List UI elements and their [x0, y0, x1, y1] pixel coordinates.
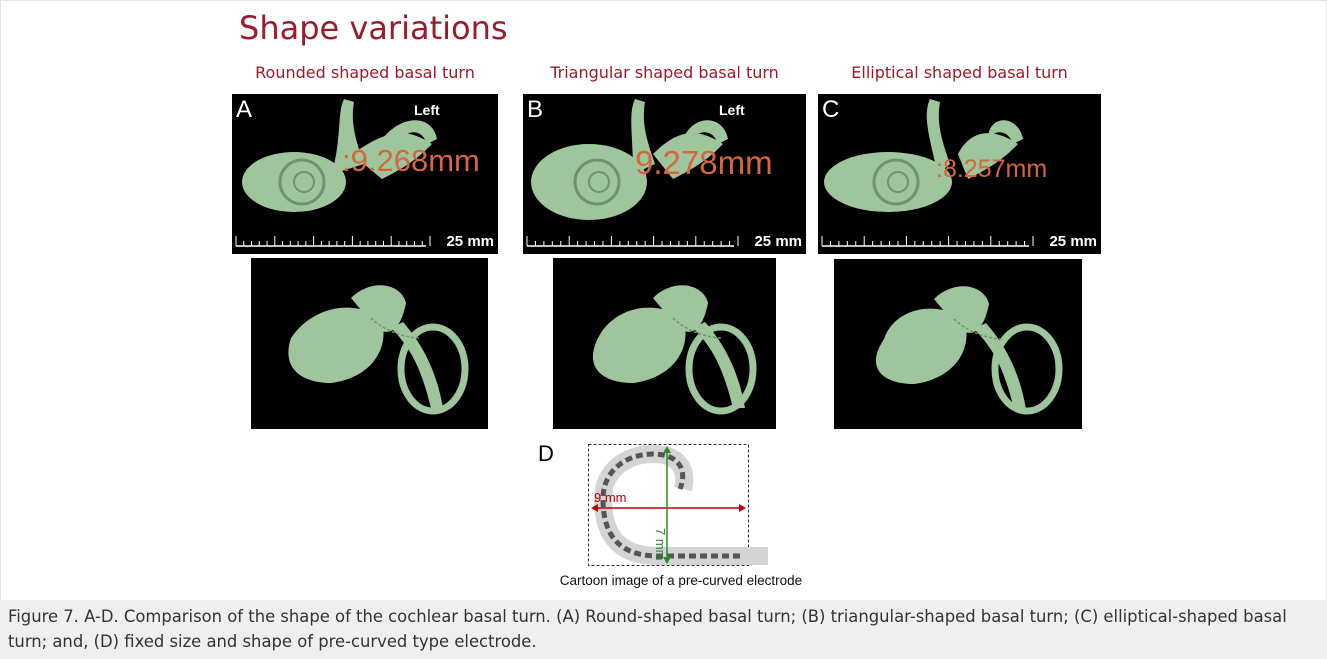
figure-caption: Figure 7. A-D. Comparison of the shape o… — [8, 604, 1318, 654]
caption-box: Figure 7. A-D. Comparison of the shape o… — [0, 600, 1327, 659]
measurement: :8.257mm — [936, 155, 1047, 184]
panel-label: A — [236, 96, 252, 124]
measurement: 9.278mm — [635, 144, 773, 182]
scale-label: 25 mm — [1049, 233, 1097, 250]
panel-heading: Rounded shaped basal turn — [215, 63, 515, 82]
illustration — [588, 444, 778, 568]
electrode-cartoon: 9 mm 7 mm — [588, 444, 778, 568]
panel-label: D — [538, 441, 554, 467]
height-label: 7 mm — [653, 528, 668, 561]
side-label: Left — [414, 102, 440, 118]
side-label: Left — [719, 102, 745, 118]
illustration — [553, 258, 776, 429]
illustration — [834, 259, 1082, 429]
panel-image: C :8.257mm 25 mm — [818, 94, 1101, 254]
panel-image-bottom — [251, 258, 488, 429]
figure: Shape variations Rounded shaped basal tu… — [0, 0, 1327, 601]
panel-heading: Elliptical shaped basal turn — [810, 63, 1110, 82]
cartoon-caption: Cartoon image of a pre-curved electrode — [481, 573, 881, 588]
figure-title: Shape variations — [239, 9, 508, 47]
illustration — [251, 258, 488, 429]
panel-image-bottom — [834, 259, 1082, 429]
panel-heading: Triangular shaped basal turn — [515, 63, 815, 82]
panel-label: C — [822, 96, 839, 124]
panel-image: B Left 9.278mm 25 mm — [523, 94, 806, 254]
width-label: 9 mm — [594, 490, 627, 505]
panel-image: A Left :9.268mm 25 mm — [232, 94, 498, 254]
scale-label: 25 mm — [446, 233, 494, 250]
measurement: :9.268mm — [342, 143, 480, 179]
panel-label: B — [527, 96, 543, 124]
scale-label: 25 mm — [754, 233, 802, 250]
panel-image-bottom — [553, 258, 776, 429]
